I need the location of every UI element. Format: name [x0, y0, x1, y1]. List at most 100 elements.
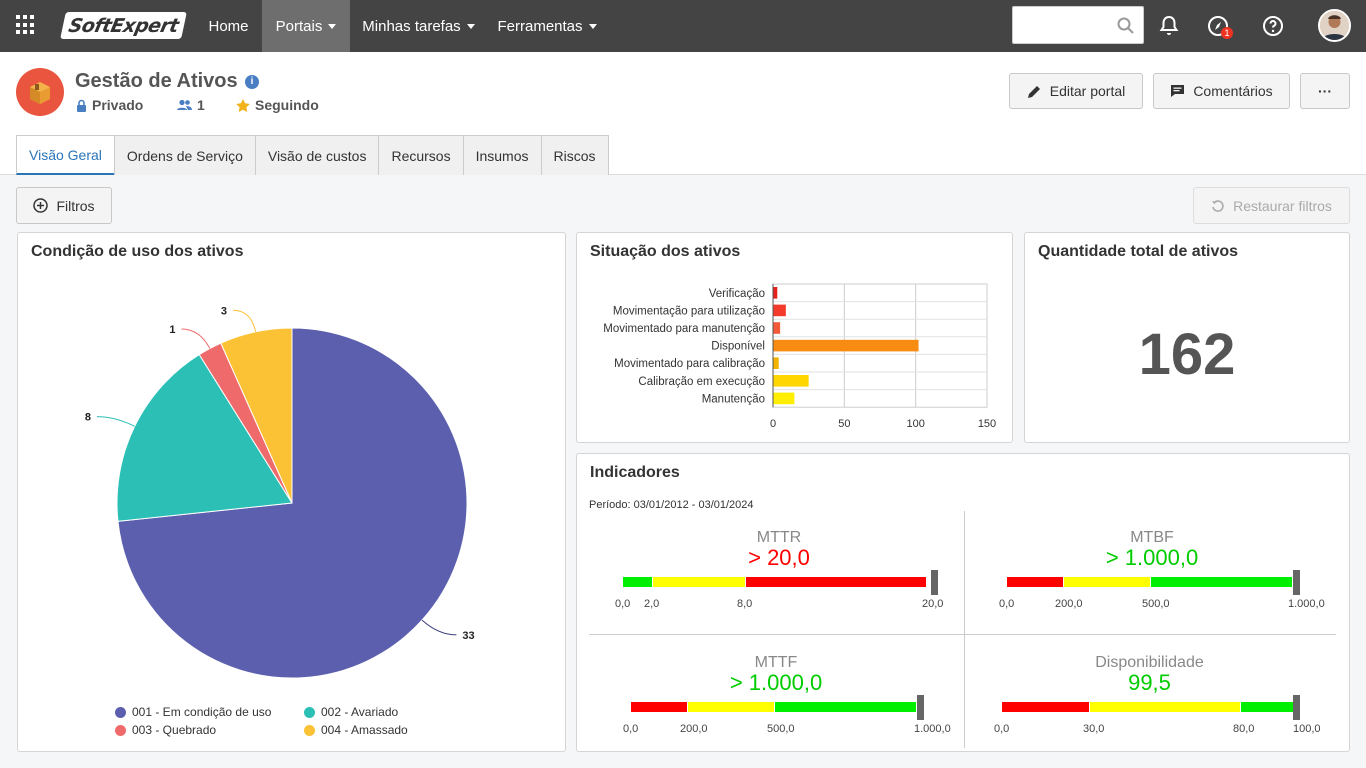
user-avatar[interactable] [1318, 9, 1351, 42]
gauge-title: MTTF [754, 654, 798, 671]
nav-minhas-tarefas[interactable]: Minhas tarefas [352, 0, 485, 52]
gauge-tick-label: 0,0 [615, 598, 631, 610]
compass-icon[interactable] [1206, 14, 1230, 38]
legend-dot [115, 724, 126, 736]
gauge-value: > 1.000,0 [729, 670, 823, 695]
apps-grid-icon[interactable] [16, 15, 36, 35]
gauge-title: MTTR [756, 529, 802, 546]
y-category-label: Manutenção [702, 393, 765, 405]
edit-portal-button[interactable]: Editar portal [1009, 73, 1143, 109]
gauge-segment [1007, 577, 1063, 587]
lock-icon [77, 99, 86, 112]
tab-ordens-de-servico[interactable]: Ordens de Serviço [113, 135, 256, 175]
nav-portais[interactable]: Portais [262, 0, 350, 52]
chevron-down-icon [328, 23, 337, 29]
gauge-segment [1241, 702, 1294, 712]
restore-filters-button[interactable]: Restaurar filtros [1193, 187, 1350, 224]
gauge-value: 99,5 [1128, 670, 1171, 695]
bar-chart-title: Situação dos ativos [590, 243, 741, 260]
gauge-tick-label: 2,0 [644, 598, 660, 610]
gauge-value: > 20,0 [748, 545, 810, 570]
pencil-icon [1027, 85, 1040, 98]
privacy-status: Privado [76, 97, 143, 113]
x-tick-label: 100 [906, 418, 924, 430]
gauge-marker [917, 695, 924, 720]
gauge-segment [623, 577, 652, 587]
pie-chart-title: Condição de uso dos ativos [31, 243, 244, 260]
gauge-tick-label: 500,0 [767, 723, 795, 735]
tab-insumos[interactable]: Insumos [462, 135, 542, 175]
pie-leader-line [421, 619, 457, 636]
legend-item[interactable]: 003 - Quebrado [115, 723, 216, 737]
gauge-marker [931, 570, 938, 595]
bar [773, 304, 786, 317]
gauge-segment [688, 702, 774, 712]
nav-ferramentas[interactable]: Ferramentas [487, 0, 607, 52]
bar-chart-panel: Situação dos ativos 0 50 100 150 Verificação… [576, 232, 1013, 443]
chevron-down-icon [466, 23, 475, 29]
x-tick-label: 50 [838, 418, 850, 430]
bell-icon[interactable] [1157, 14, 1181, 38]
pie-slice [116, 353, 293, 522]
gauge-segment [653, 577, 745, 587]
total-assets-panel: Quantidade total de ativos 162 [1024, 232, 1350, 443]
help-icon[interactable] [1261, 14, 1285, 38]
top-navbar: SoftExpert Home Portais Minhas tarefas F… [0, 0, 1366, 52]
period-label: Período: 03/01/2012 - 03/01/2024 [589, 499, 754, 511]
divider [964, 511, 965, 748]
y-category-label: Disponível [711, 341, 765, 353]
pie-leader-line [96, 416, 135, 427]
gauge-segment [1064, 577, 1150, 587]
indicators-panel: Indicadores Período: 03/01/2012 - 03/01/… [576, 453, 1350, 752]
indicators-title: Indicadores [590, 464, 680, 481]
legend-dot [115, 706, 126, 718]
legend-item[interactable]: 004 - Amassado [304, 723, 408, 737]
search-input[interactable] [1012, 6, 1144, 44]
members-count[interactable]: 1 [177, 97, 205, 113]
gauge-tick-label: 100,0 [1293, 723, 1321, 735]
legend-dot [304, 724, 315, 736]
gauge-segment [631, 702, 687, 712]
pie-slice [220, 327, 293, 504]
more-options-button[interactable]: ··· [1300, 73, 1350, 109]
tab-riscos[interactable]: Riscos [540, 135, 609, 175]
gauge-segment [775, 702, 916, 712]
x-tick-label: 0 [770, 418, 776, 430]
star-icon [236, 98, 250, 112]
plus-circle-icon [33, 198, 49, 213]
pie-chart: 33 8 1 3 [85, 305, 475, 679]
tab-recursos[interactable]: Recursos [378, 135, 464, 175]
y-category-label: Verificação [709, 288, 765, 300]
bar [773, 392, 795, 405]
gauge-tick-label: 500,0 [1142, 598, 1170, 610]
info-icon[interactable]: i [245, 75, 259, 89]
bar [773, 339, 919, 352]
bar [773, 357, 779, 369]
softexpert-logo[interactable]: SoftExpert [60, 12, 188, 39]
nav-home[interactable]: Home [208, 17, 249, 35]
legend-item[interactable]: 002 - Avariado [304, 705, 398, 719]
following-status[interactable]: Seguindo [236, 97, 319, 113]
total-assets-title: Quantidade total de ativos [1038, 243, 1239, 260]
gauge-tick-label: 8,0 [737, 598, 753, 610]
notification-badge: 1 [1221, 27, 1233, 39]
pie-leader-line [181, 328, 211, 349]
search-icon[interactable] [1117, 17, 1135, 35]
bar [773, 375, 809, 387]
gauge-tick-label: 200,0 [1055, 598, 1083, 610]
divider [589, 634, 1336, 635]
tab-visao-geral[interactable]: Visão Geral [16, 135, 115, 175]
pie-chart-panel: Condição de uso dos ativos 33 8 1 3 001 - E… [17, 232, 566, 752]
gauge-title: MTBF [1130, 529, 1174, 546]
y-category-label: Movimentado para calibração [614, 358, 765, 370]
gauge-tick-label: 0,0 [999, 598, 1015, 610]
comment-icon [1171, 85, 1185, 97]
pie-data-label: 3 [221, 305, 227, 317]
users-icon [177, 99, 192, 110]
gauge-tick-label: 1.000,0 [1288, 598, 1325, 610]
tab-visao-de-custos[interactable]: Visão de custos [254, 135, 380, 175]
legend-item[interactable]: 001 - Em condição de uso [115, 705, 271, 719]
filters-button[interactable]: Filtros [16, 187, 112, 224]
page-title: Gestão de Ativos [75, 70, 238, 92]
comments-button[interactable]: Comentários [1153, 73, 1290, 109]
